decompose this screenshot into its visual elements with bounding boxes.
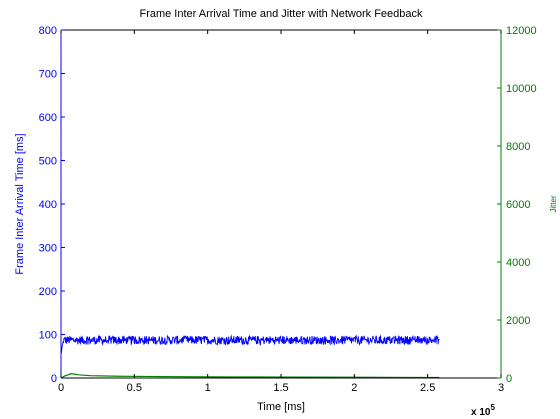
x-tick-label: 0.5 bbox=[127, 382, 142, 394]
y-left-tick-label: 700 bbox=[39, 69, 57, 81]
y-left-tick-label: 0 bbox=[51, 373, 57, 385]
y-left-tick-label: 400 bbox=[39, 199, 57, 211]
y-right-axis-ticks: 0 2000 4000 6000 8000 10000 12000 bbox=[497, 25, 537, 385]
y-right-tick-label: 2000 bbox=[506, 315, 530, 327]
x-tick-label: 0 bbox=[58, 382, 64, 394]
series-frame-inter-arrival-line bbox=[60, 334, 440, 354]
y-right-tick-label: 8000 bbox=[506, 141, 530, 153]
y-right-tick-label: 6000 bbox=[506, 199, 530, 211]
x-tick-label: 3 bbox=[498, 382, 504, 394]
series-jitter-line bbox=[60, 373, 440, 379]
x-tick-label: 1 bbox=[205, 382, 211, 394]
y-left-axis-ticks: 0 100 200 300 400 500 600 700 800 bbox=[39, 25, 65, 385]
x-tick-label: 2.5 bbox=[420, 382, 435, 394]
y-left-tick-label: 600 bbox=[39, 112, 57, 124]
x-axis-ticks: 0 0.5 1 1.5 2 2.5 3 bbox=[58, 30, 504, 394]
plot-background bbox=[61, 30, 501, 378]
y-left-tick-label: 200 bbox=[39, 286, 57, 298]
series-layer bbox=[60, 334, 440, 379]
x-axis-label: Time [ms] bbox=[257, 401, 305, 413]
x-tick-label: 1.5 bbox=[273, 382, 288, 394]
x-multiplier-base: x 10 bbox=[471, 407, 491, 418]
x-tick-label: 2 bbox=[351, 382, 357, 394]
y-right-axis-label: Jitter bbox=[549, 195, 558, 213]
x-multiplier-text: x 105 bbox=[471, 403, 495, 418]
x-axis-multiplier: x 105 bbox=[471, 403, 495, 418]
y-left-axis-label: Frame Inter Arrival Time [ms] bbox=[14, 133, 26, 274]
y-left-tick-label: 300 bbox=[39, 243, 57, 255]
y-left-tick-label: 800 bbox=[39, 25, 57, 37]
plot-area bbox=[60, 29, 502, 379]
y-right-tick-label: 12000 bbox=[506, 25, 537, 37]
x-multiplier-exponent: 5 bbox=[490, 403, 495, 412]
y-left-tick-label: 100 bbox=[39, 330, 57, 342]
y-right-tick-label: 0 bbox=[506, 373, 512, 385]
y-right-tick-label: 4000 bbox=[506, 257, 530, 269]
y-right-tick-label: 10000 bbox=[506, 83, 537, 95]
chart-title: Frame Inter Arrival Time and Jitter with… bbox=[139, 8, 423, 20]
y-left-tick-label: 500 bbox=[39, 156, 57, 168]
